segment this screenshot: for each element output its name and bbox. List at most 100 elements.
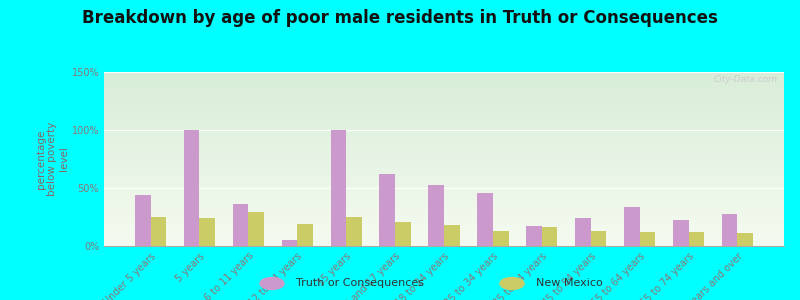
Bar — [104, 82, 784, 83]
Bar — [428, 184, 444, 246]
Bar — [104, 112, 784, 113]
Text: Truth or Consequences: Truth or Consequences — [296, 278, 424, 289]
Bar — [493, 231, 509, 246]
Bar — [104, 230, 784, 231]
Bar — [104, 77, 784, 78]
Bar — [104, 213, 784, 214]
Bar — [104, 241, 784, 242]
Bar — [104, 116, 784, 117]
Bar — [104, 148, 784, 149]
Bar — [104, 174, 784, 175]
Bar — [722, 214, 738, 246]
Bar — [104, 207, 784, 208]
Bar — [104, 124, 784, 125]
Bar — [104, 144, 784, 145]
Bar — [104, 198, 784, 199]
Bar — [104, 178, 784, 179]
Bar — [104, 81, 784, 82]
Bar — [590, 231, 606, 246]
Bar — [104, 220, 784, 221]
Bar — [104, 117, 784, 118]
Bar — [104, 239, 784, 240]
Bar — [104, 95, 784, 96]
Bar — [104, 141, 784, 142]
Bar — [104, 197, 784, 198]
Bar — [104, 157, 784, 158]
Bar — [346, 217, 362, 246]
Bar — [104, 183, 784, 184]
Bar — [104, 97, 784, 98]
Bar — [104, 195, 784, 196]
Bar — [104, 202, 784, 203]
Bar — [104, 187, 784, 188]
Bar — [104, 85, 784, 86]
Bar — [104, 179, 784, 180]
Bar — [624, 207, 640, 246]
Bar — [104, 104, 784, 105]
Bar — [104, 189, 784, 190]
Bar — [104, 118, 784, 119]
Bar — [104, 139, 784, 140]
Bar — [104, 162, 784, 163]
Bar — [444, 225, 460, 246]
Bar — [104, 209, 784, 210]
Bar — [104, 181, 784, 182]
Bar — [104, 216, 784, 217]
Bar — [104, 115, 784, 116]
Bar — [282, 240, 298, 246]
Bar — [104, 171, 784, 172]
Bar — [104, 94, 784, 95]
Bar — [104, 244, 784, 245]
Bar — [104, 90, 784, 91]
Bar — [104, 163, 784, 164]
Bar — [104, 106, 784, 107]
Bar — [104, 164, 784, 165]
Bar — [330, 130, 346, 246]
Bar — [104, 99, 784, 100]
Bar — [104, 73, 784, 74]
Bar — [104, 217, 784, 218]
Bar — [104, 158, 784, 159]
Bar — [640, 232, 655, 246]
Bar — [104, 175, 784, 176]
Bar — [104, 188, 784, 189]
Bar — [104, 240, 784, 241]
Bar — [199, 218, 215, 246]
Bar — [104, 102, 784, 103]
Bar — [104, 156, 784, 157]
Bar — [104, 143, 784, 144]
Bar — [104, 87, 784, 88]
Bar — [104, 128, 784, 129]
Bar — [104, 138, 784, 139]
Bar — [104, 134, 784, 135]
Bar — [104, 232, 784, 233]
Bar — [104, 123, 784, 124]
Bar — [104, 119, 784, 120]
Bar — [104, 140, 784, 141]
Bar — [104, 211, 784, 212]
Bar — [104, 212, 784, 213]
Bar — [104, 114, 784, 115]
Bar — [104, 208, 784, 209]
Bar — [104, 167, 784, 168]
Bar — [104, 155, 784, 156]
Bar — [542, 227, 558, 246]
Bar — [104, 194, 784, 195]
Bar — [104, 225, 784, 226]
Bar — [104, 121, 784, 122]
Bar — [104, 184, 784, 185]
Bar — [104, 127, 784, 128]
Bar — [104, 169, 784, 170]
Bar — [104, 137, 784, 138]
Bar — [673, 220, 689, 246]
Bar — [104, 86, 784, 87]
Bar — [104, 165, 784, 166]
Bar — [104, 221, 784, 222]
Bar — [104, 110, 784, 111]
Bar — [104, 132, 784, 133]
Bar — [104, 243, 784, 244]
Bar — [104, 168, 784, 169]
Bar — [104, 154, 784, 155]
Bar — [104, 72, 784, 73]
Bar — [104, 75, 784, 76]
